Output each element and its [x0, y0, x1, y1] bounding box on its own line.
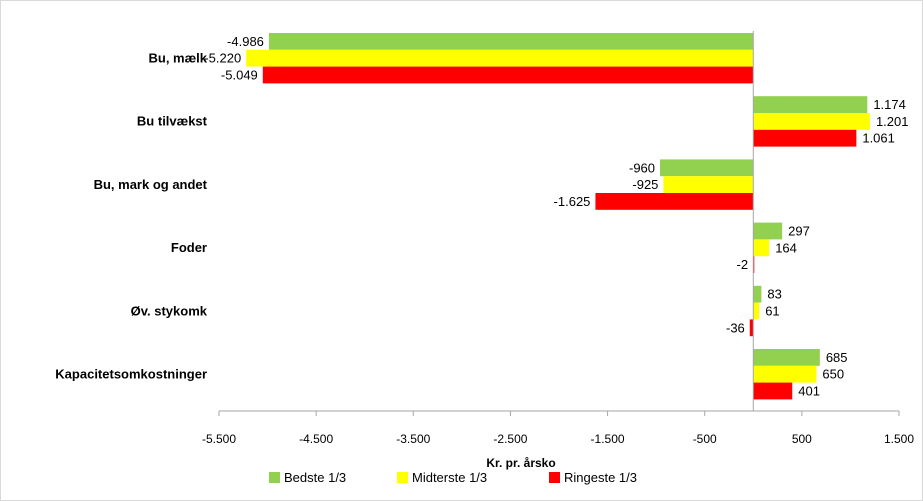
- x-axis-title: Kr. pr. årsko: [486, 456, 555, 470]
- legend-label-3: Ringeste 1/3: [564, 470, 637, 485]
- bar-1-5: [753, 285, 762, 303]
- category-label: Bu tilvækst: [137, 114, 208, 129]
- legend-swatch-3: [549, 472, 560, 483]
- legend-swatch-1: [269, 472, 280, 483]
- x-tick-label: -3.500: [396, 432, 430, 446]
- bar-1-4: [753, 222, 783, 240]
- bar-3-6: [753, 382, 793, 400]
- x-tick-label: 500: [792, 432, 812, 446]
- x-tick-label: -4.500: [299, 432, 333, 446]
- data-label-1-1: -4.986: [227, 34, 264, 49]
- data-label-1-6: 685: [826, 350, 848, 365]
- data-label-3-6: 401: [798, 384, 820, 399]
- legend: Bedste 1/3 Midterste 1/3 Ringeste 1/3: [269, 470, 637, 485]
- x-tick-label: -5.500: [202, 432, 236, 446]
- bars-group: [246, 33, 870, 400]
- bar-1-1: [268, 33, 754, 50]
- bar-2-3: [663, 176, 754, 193]
- category-label: Bu, mælk: [148, 51, 207, 66]
- x-axis: -5.500 -4.500 -3.500 -2.500 -1.500 -500 500 1.5…: [202, 31, 914, 446]
- bar-1-3: [660, 159, 754, 177]
- x-tick-label: 1.500: [884, 432, 914, 446]
- category-label: Kapacitetsomkostninger: [55, 367, 207, 382]
- category-label: Bu, mark og andet: [94, 177, 208, 192]
- bar-2-5: [753, 302, 760, 320]
- data-label-1-3: -960: [629, 160, 655, 175]
- data-label-1-5: 83: [767, 287, 781, 302]
- data-label-2-3: -925: [632, 177, 658, 192]
- bar-1-6: [753, 349, 820, 366]
- bar-2-2: [753, 113, 870, 130]
- data-label-2-5: 61: [765, 304, 779, 319]
- bar-2-4: [753, 239, 770, 257]
- bar-3-3: [595, 193, 754, 210]
- data-label-3-3: -1.625: [554, 194, 591, 209]
- category-label: Øv. stykomk: [131, 303, 208, 318]
- data-label-1-4: 297: [788, 224, 810, 239]
- data-label-2-2: 1.201: [876, 114, 909, 129]
- category-label: Foder: [171, 240, 207, 255]
- bar-3-5: [749, 319, 754, 337]
- bar-2-1: [246, 49, 754, 67]
- bar-1-2: [753, 96, 868, 113]
- x-tick-label: -1.500: [591, 432, 625, 446]
- data-label-3-2: 1.061: [862, 131, 895, 146]
- data-label-2-1: -5.220: [204, 51, 241, 66]
- data-label-3-1: -5.049: [221, 68, 258, 83]
- x-tick-label: -500: [693, 432, 717, 446]
- legend-label-2: Midterste 1/3: [412, 470, 487, 485]
- bar-3-1: [262, 66, 754, 84]
- category-labels-group: Bu, mælk Bu tilvækst Bu, mark og andet Fode…: [55, 51, 207, 382]
- data-label-2-6: 650: [822, 367, 844, 382]
- bar-2-6: [753, 365, 817, 383]
- data-label-3-4: -2: [737, 257, 749, 272]
- bar-3-2: [753, 129, 857, 147]
- x-tick-label: -2.500: [493, 432, 527, 446]
- data-label-3-5: -36: [726, 320, 745, 335]
- data-labels-group: -4.986 -5.220 -5.049 1.174 1.201 1.061 -960 -92…: [204, 34, 908, 399]
- data-label-2-4: 164: [775, 240, 797, 255]
- legend-swatch-2: [397, 472, 408, 483]
- legend-label-1: Bedste 1/3: [284, 470, 346, 485]
- data-label-1-2: 1.174: [873, 97, 906, 112]
